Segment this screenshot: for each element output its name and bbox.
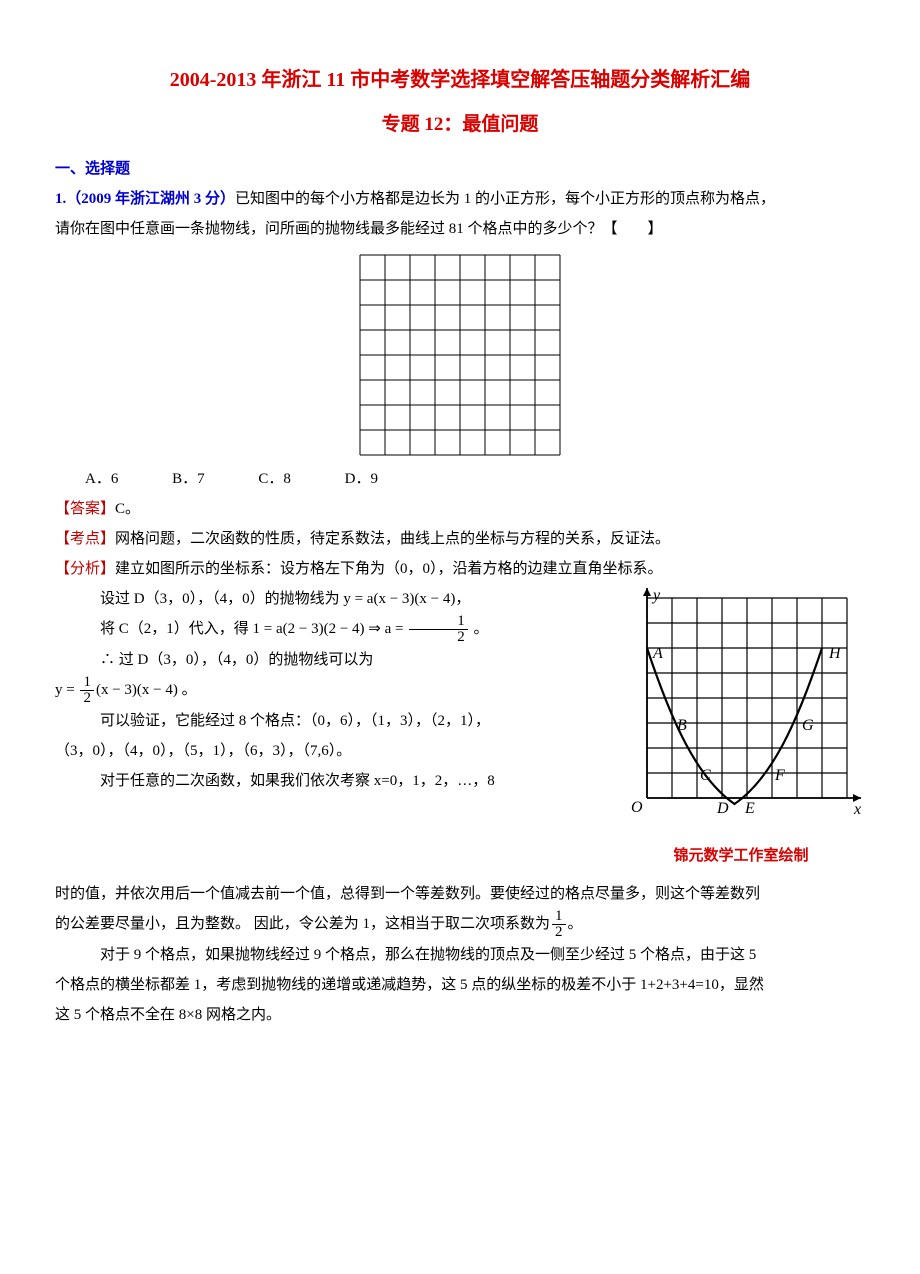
para6b: 个格点的横坐标都差 1，考虑到抛物线的递增或递减趋势，这 5 点的纵坐标的极差不…: [55, 970, 865, 1000]
para1-b: ，: [455, 591, 470, 607]
para2-b: 。: [470, 621, 489, 637]
para2-a: 将 C（2，1）代入，得 1 = a(2 − 3)(2 − 4) ⇒ a =: [100, 621, 407, 637]
section-header: 一、选择题: [55, 154, 865, 184]
para1-eq: y = a(x − 3)(x − 4): [343, 591, 455, 607]
page-subtitle: 专题 12：最值问题: [55, 106, 865, 144]
fraction-half-3: 12: [552, 909, 566, 940]
frac-den: 2: [552, 925, 566, 940]
option-d: D．9: [345, 464, 378, 494]
options-row: A．6 B．7 C．8 D．9: [85, 464, 865, 494]
svg-text:y: y: [651, 588, 661, 604]
svg-text:H: H: [828, 645, 842, 662]
frac-den: 2: [80, 691, 94, 706]
fraction-half-1: 12: [409, 614, 468, 645]
fenxi-label: 【分析】: [55, 561, 115, 577]
answer-value: C。: [115, 501, 140, 517]
kaodian-line: 【考点】网格问题，二次函数的性质，待定系数法，曲线上点的坐标与方程的关系，反证法…: [55, 524, 865, 554]
page-title: 2004-2013 年浙江 11 市中考数学选择填空解答压轴题分类解析汇编: [55, 60, 865, 100]
para3-eq-a: y =: [55, 682, 78, 698]
para3-eq-b: (x − 3)(x − 4): [96, 682, 178, 698]
question-text-line2: 请你在图中任意画一条抛物线，问所画的抛物线最多能经过 81 个格点中的多少个？【…: [55, 214, 865, 244]
fraction-half-2: 12: [80, 675, 94, 706]
option-b: B．7: [172, 464, 205, 494]
para6: 对于 9 个格点，如果抛物线经过 9 个格点，那么在抛物线的顶点及一侧至少经过 …: [55, 940, 865, 970]
svg-text:O: O: [631, 799, 643, 816]
para3-eq-c: 。: [178, 682, 197, 698]
frac-num: 1: [80, 675, 94, 691]
svg-text:B: B: [677, 717, 687, 734]
kaodian-label: 【考点】: [55, 531, 115, 547]
para1-a: 设过 D（3，0），（4，0）的抛物线为: [100, 591, 340, 607]
frac-num: 1: [552, 909, 566, 925]
svg-text:G: G: [802, 717, 814, 734]
question-prefix: 1.（2009 年浙江湖州 3 分）: [55, 191, 235, 207]
question-text-line1: 已知图中的每个小方格都是边长为 1 的小正方形，每个小正方形的顶点称为格点，: [235, 191, 775, 207]
para5c-a: 的公差要尽量小，且为整数。 因此，令公差为 1，这相当于取二次项系数为: [55, 916, 550, 932]
frac-den: 2: [409, 630, 468, 645]
fenxi-line1: 建立如图所示的坐标系：设方格左下角为（0，0），沿着方格的边建立直角坐标系。: [115, 561, 663, 577]
svg-text:D: D: [716, 800, 729, 817]
para5c-b: 。: [568, 916, 583, 932]
svg-text:E: E: [744, 800, 755, 817]
svg-text:F: F: [774, 767, 785, 784]
fenxi-line: 【分析】建立如图所示的坐标系：设方格左下角为（0，0），沿着方格的边建立直角坐标…: [55, 554, 865, 584]
grid-figure-1: [355, 250, 565, 460]
para5c: 的公差要尽量小，且为整数。 因此，令公差为 1，这相当于取二次项系数为12。: [55, 909, 865, 940]
figure-caption: 锦元数学工作室绘制: [617, 841, 865, 871]
option-c: C．8: [258, 464, 291, 494]
option-a: A．6: [85, 464, 118, 494]
grid-figure-2-wrap: A B C D E F G H O x y 锦元数学工作室绘制: [617, 588, 865, 871]
para5b: 时的值，并依次用后一个值减去前一个值，总得到一个等差数列。要使经过的格点尽量多，…: [55, 879, 865, 909]
svg-text:x: x: [853, 801, 861, 818]
frac-num: 1: [409, 614, 468, 630]
svg-text:C: C: [700, 767, 711, 784]
kaodian-value: 网格问题，二次函数的性质，待定系数法，曲线上点的坐标与方程的关系，反证法。: [115, 531, 670, 547]
question-1: 1.（2009 年浙江湖州 3 分）已知图中的每个小方格都是边长为 1 的小正方…: [55, 184, 865, 214]
para3-a: ∴ 过 D（3，0），（4，0）的抛物线可以为: [100, 652, 373, 668]
para6c: 这 5 个格点不全在 8×8 网格之内。: [55, 1000, 865, 1030]
grid-figure-2: A B C D E F G H O x y: [617, 588, 865, 828]
answer-label: 【答案】: [55, 501, 115, 517]
answer-line: 【答案】C。: [55, 494, 865, 524]
svg-text:A: A: [652, 645, 663, 662]
